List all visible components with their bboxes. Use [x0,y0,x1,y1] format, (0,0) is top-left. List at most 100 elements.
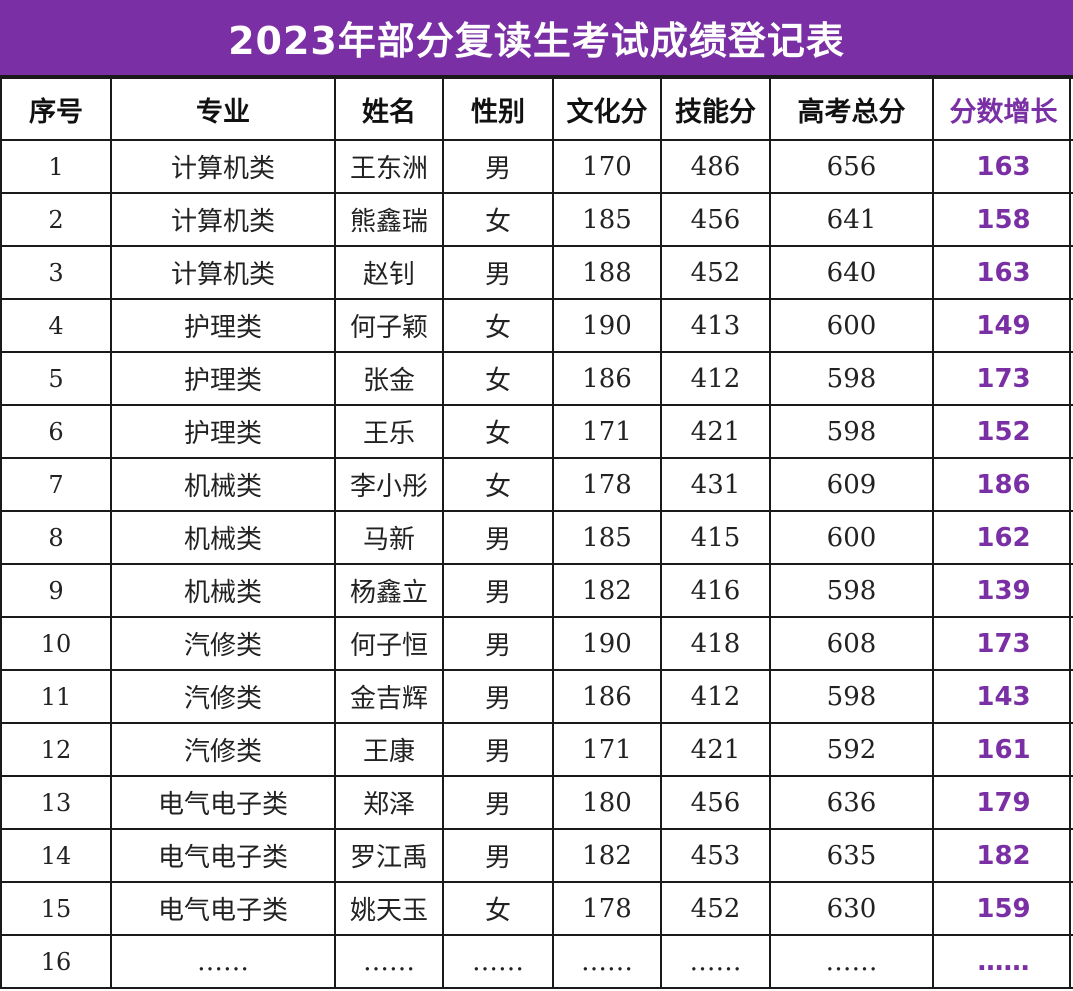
cell-total-score: 598 [769,351,934,406]
cell-skill-score: 412 [660,669,771,724]
cell-culture-score: 190 [552,298,662,353]
table-row: 3 计算机类 赵钊男 188 452 640 163 [0,245,1073,300]
cell-score-increase: 139 [932,563,1073,618]
cell-seq: 1 [0,139,112,194]
cell-major: 汽修类 [110,669,336,724]
cell-culture-score: 171 [552,404,662,459]
table-row: 14 电气电子类 罗江禹男 182 453 635 182 [0,828,1073,883]
cell-score-increase: 179 [932,775,1073,830]
cell-skill-score: 415 [660,510,771,565]
cell-culture-score: 188 [552,245,662,300]
cell-skill-score: 456 [660,192,771,247]
table-header-row: 序号 专业 姓名 性别 文化分 技能分 高考总分 分数增长 [0,77,1073,141]
cell-skill-score: 418 [660,616,771,671]
cell-score-increase: 159 [932,881,1073,936]
table-row: 1 计算机类 王东洲男 170 486 656 163 [0,139,1073,194]
cell-major: 汽修类 [110,616,336,671]
header-name: 姓名 [334,77,444,141]
cell-name: …… [334,934,444,989]
cell-major: …… [110,934,336,989]
cell-major: 计算机类 [110,192,336,247]
cell-name: 姚天玉 [334,881,444,936]
cell-sex: …… [442,934,554,989]
cell-total-score: 592 [769,722,934,777]
cell-major: 机械类 [110,563,336,618]
cell-total-score: …… [769,934,934,989]
cell-seq: 3 [0,245,112,300]
table-row: 16…………………………………… [0,934,1073,989]
table-row: 15 电气电子类 姚天玉女 178 452 630 159 [0,881,1073,936]
cell-skill-score: 412 [660,351,771,406]
cell-seq: 7 [0,457,112,512]
cell-seq: 10 [0,616,112,671]
cell-seq: 9 [0,563,112,618]
cell-major: 电气电子类 [110,881,336,936]
cell-seq: 5 [0,351,112,406]
cell-sex: 女 [442,404,554,459]
cell-sex: 男 [442,828,554,883]
header-skill-score: 技能分 [660,77,771,141]
table-row: 6 护理类 王乐女 171 421 598 152 [0,404,1073,459]
cell-name: 王乐 [334,404,444,459]
cell-culture-score: 190 [552,616,662,671]
cell-sex: 男 [442,563,554,618]
cell-seq: 2 [0,192,112,247]
cell-skill-score: …… [660,934,771,989]
cell-name: 杨鑫立 [334,563,444,618]
cell-name: 王康 [334,722,444,777]
cell-score-increase: 186 [932,457,1073,512]
cell-total-score: 598 [769,563,934,618]
cell-score-increase: 173 [932,616,1073,671]
score-table: 序号 专业 姓名 性别 文化分 技能分 高考总分 分数增长 1 计算机类 王东洲男 1… [0,77,1073,989]
cell-score-increase: 163 [932,139,1073,194]
cell-major: 护理类 [110,404,336,459]
cell-skill-score: 421 [660,404,771,459]
cell-seq: 12 [0,722,112,777]
cell-skill-score: 452 [660,881,771,936]
cell-total-score: 635 [769,828,934,883]
cell-culture-score: 182 [552,828,662,883]
cell-sex: 男 [442,775,554,830]
cell-seq: 14 [0,828,112,883]
cell-major: 护理类 [110,351,336,406]
cell-major: 汽修类 [110,722,336,777]
cell-culture-score: 185 [552,510,662,565]
cell-total-score: 656 [769,139,934,194]
cell-culture-score: 171 [552,722,662,777]
cell-skill-score: 413 [660,298,771,353]
cell-score-increase: 152 [932,404,1073,459]
table-row: 2 计算机类 熊鑫瑞女 185 456 641 158 [0,192,1073,247]
cell-major: 电气电子类 [110,775,336,830]
table-row: 5 护理类 张金女 186 412 598 173 [0,351,1073,406]
header-sex: 性别 [442,77,554,141]
table-row: 10 汽修类 何子恒男 190 418 608 173 [0,616,1073,671]
cell-major: 机械类 [110,510,336,565]
cell-name: 何子恒 [334,616,444,671]
cell-skill-score: 452 [660,245,771,300]
cell-total-score: 600 [769,510,934,565]
cell-score-increase: 173 [932,351,1073,406]
cell-major: 电气电子类 [110,828,336,883]
cell-seq: 15 [0,881,112,936]
cell-culture-score: 186 [552,351,662,406]
cell-skill-score: 416 [660,563,771,618]
cell-culture-score: 178 [552,457,662,512]
cell-sex: 女 [442,192,554,247]
cell-sex: 男 [442,245,554,300]
cell-sex: 女 [442,351,554,406]
cell-culture-score: 178 [552,881,662,936]
cell-sex: 男 [442,722,554,777]
cell-total-score: 640 [769,245,934,300]
cell-score-increase: 158 [932,192,1073,247]
table-row: 9 机械类 杨鑫立男 182 416 598 139 [0,563,1073,618]
cell-culture-score: 182 [552,563,662,618]
cell-total-score: 641 [769,192,934,247]
cell-sex: 女 [442,881,554,936]
cell-total-score: 609 [769,457,934,512]
cell-seq: 6 [0,404,112,459]
table-row: 13 电气电子类 郑泽男 180 456 636 179 [0,775,1073,830]
table-row: 8 机械类 马新男 185 415 600 162 [0,510,1073,565]
cell-skill-score: 421 [660,722,771,777]
table-row: 11 汽修类 金吉辉男 186 412 598 143 [0,669,1073,724]
cell-name: 熊鑫瑞 [334,192,444,247]
